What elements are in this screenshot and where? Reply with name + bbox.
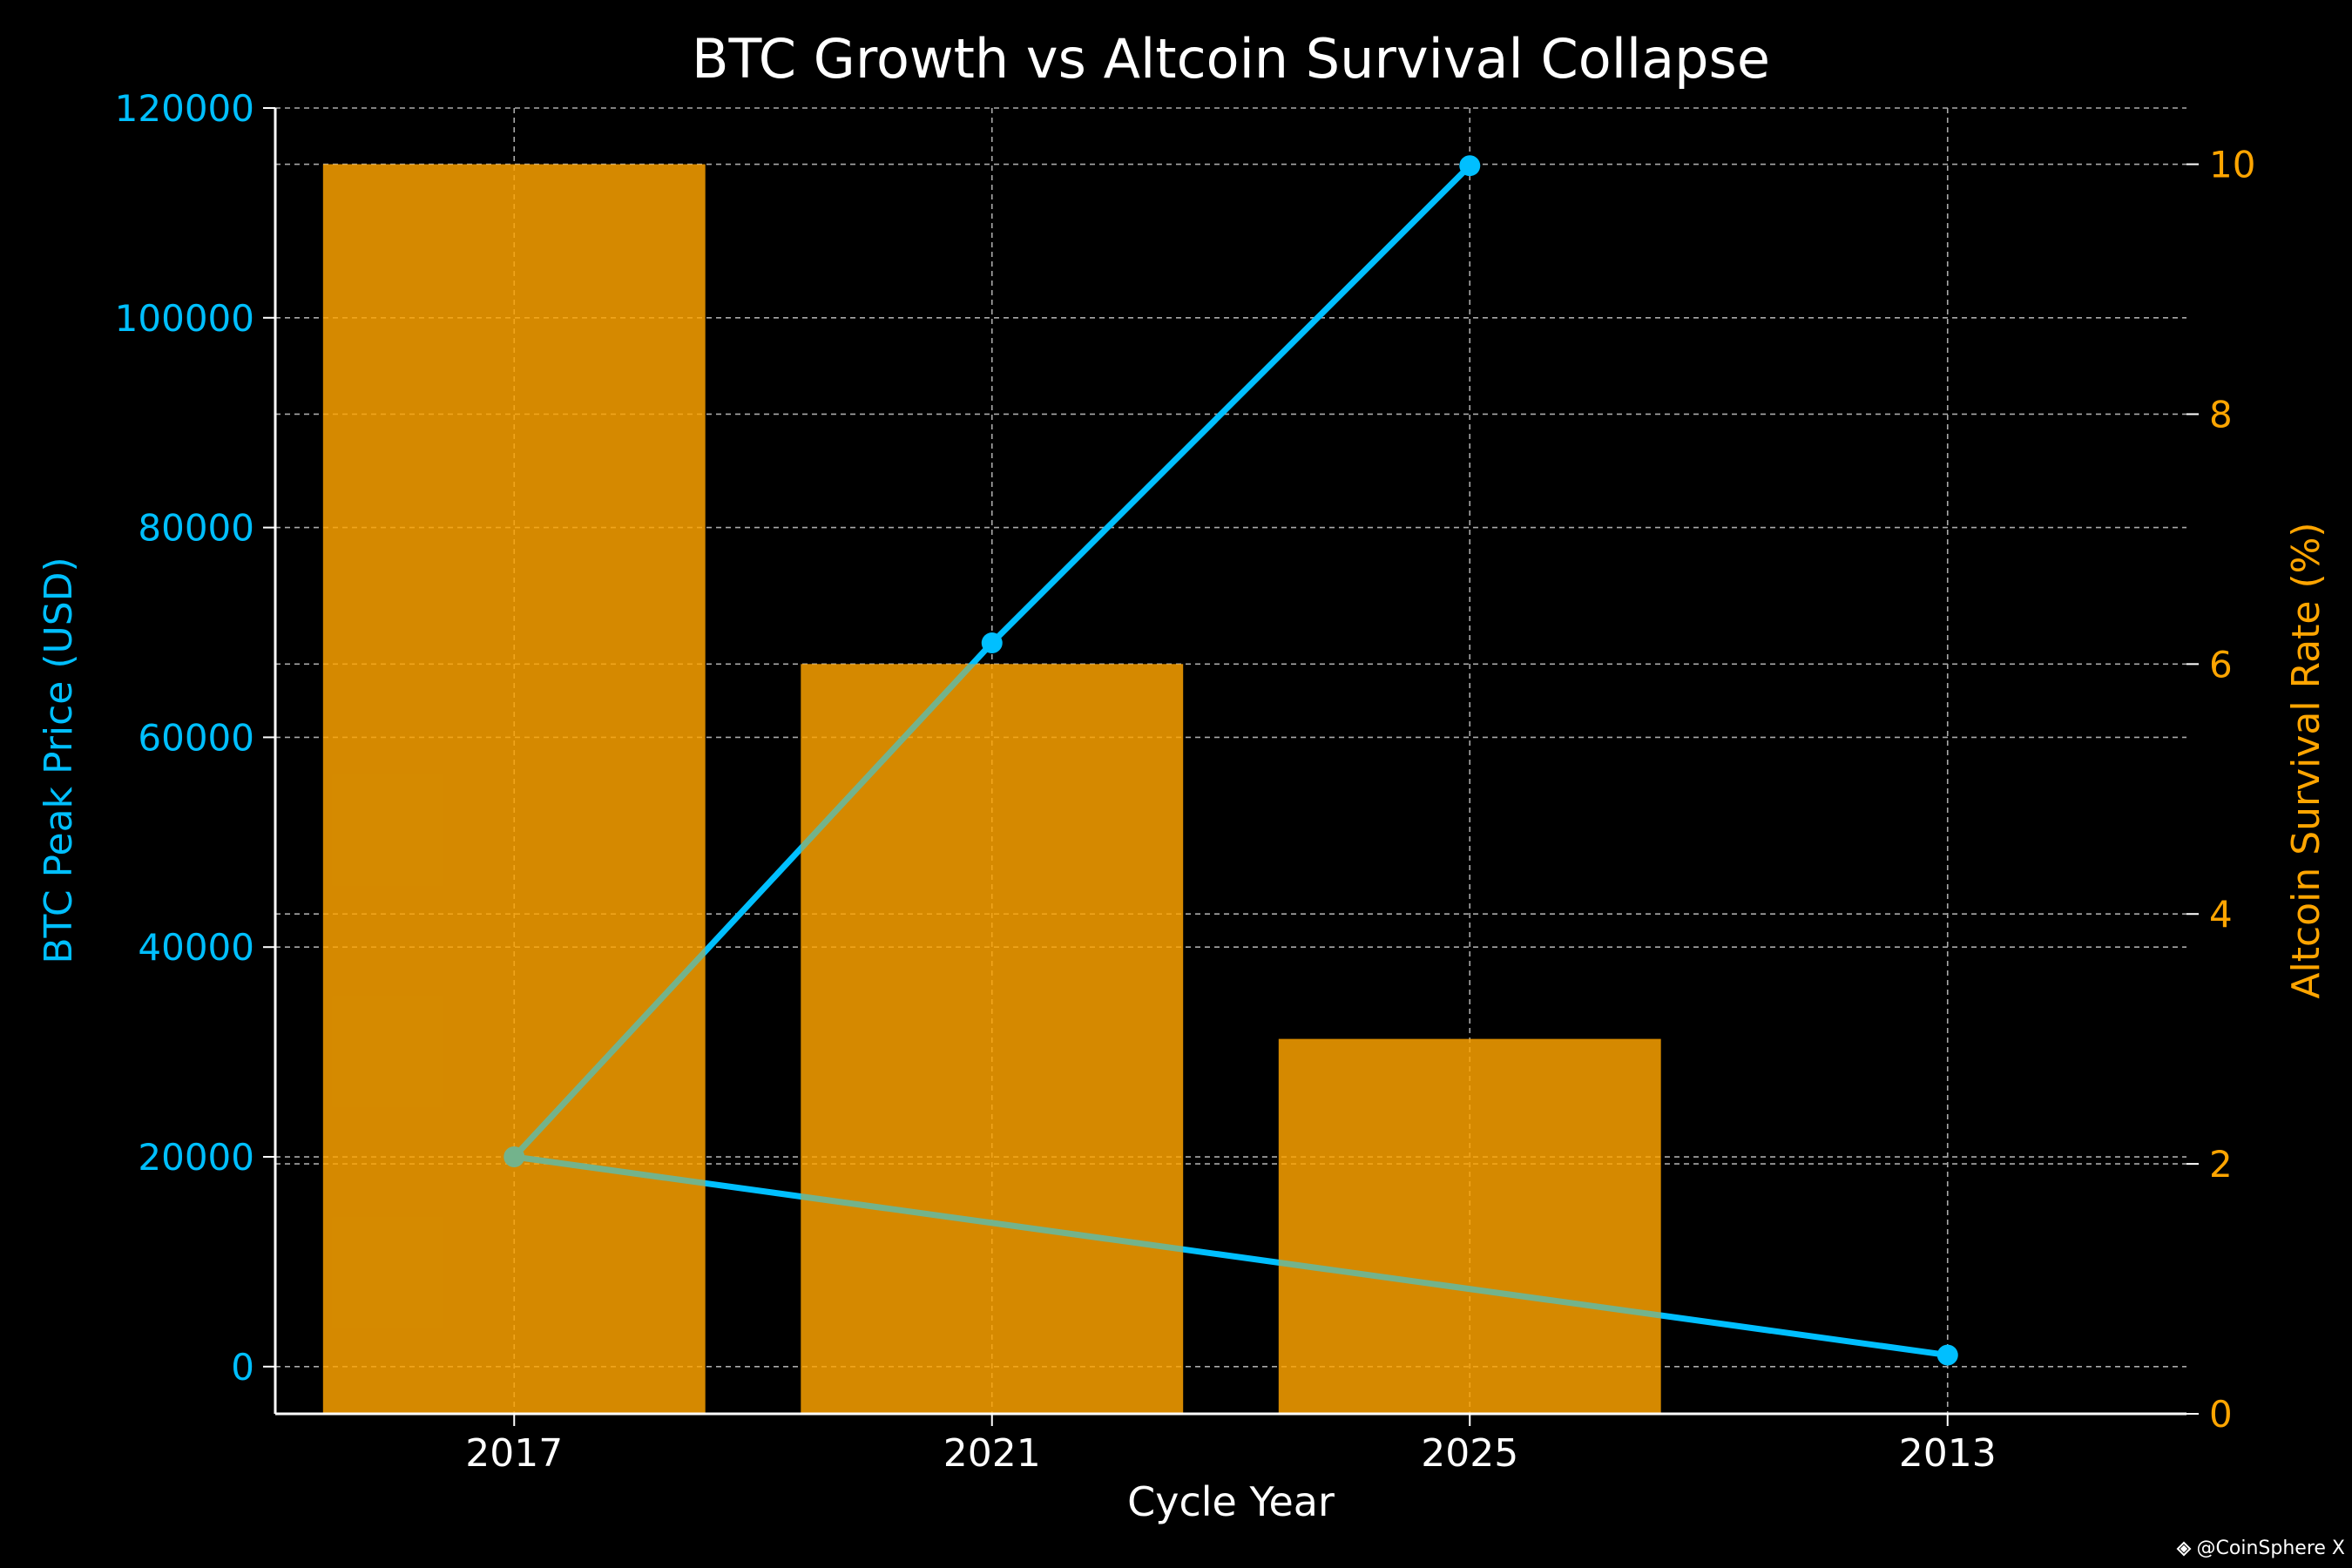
x-axis-label: Cycle Year (1127, 1478, 1335, 1525)
left-tick-label: 120000 (115, 87, 254, 130)
x-tick-label: 2013 (1899, 1431, 1997, 1476)
bar-2025 (1278, 1038, 1661, 1414)
left-tick-label: 80000 (138, 507, 254, 550)
bar-2017 (322, 164, 706, 1414)
left-tick-label: 20000 (138, 1136, 254, 1179)
watermark-text: @CoinSphere X (2196, 1538, 2345, 1559)
btc-point-2021 (981, 632, 1003, 654)
bars-group (322, 164, 1661, 1414)
binance-diamond-icon (2176, 1541, 2192, 1556)
right-axis-label: Altcoin Survival Rate (%) (2284, 522, 2328, 998)
btc-point-2025 (1459, 155, 1481, 177)
right-tick-label: 4 (2209, 893, 2233, 936)
watermark: @CoinSphere X (2174, 1538, 2345, 1559)
btc-line (510, 163, 1949, 1359)
right-tick-label: 8 (2209, 393, 2233, 436)
left-tick-label: 100000 (115, 297, 254, 340)
x-tick-label: 2021 (943, 1431, 1041, 1476)
x-tick-label: 2017 (465, 1431, 563, 1476)
chart-title: BTC Growth vs Altcoin Survival Collapse (692, 27, 1770, 91)
x-tick-label: 2025 (1421, 1431, 1518, 1476)
bar-2021 (801, 664, 1184, 1414)
right-tick-label: 6 (2209, 643, 2233, 686)
bar-overlay-2017 (322, 164, 706, 1414)
left-tick-label: 0 (231, 1346, 254, 1389)
left-axis-label: BTC Peak Price (USD) (37, 557, 81, 963)
right-tick-label: 0 (2209, 1393, 2233, 1436)
right-tick-label: 10 (2209, 144, 2255, 186)
left-tick-label: 40000 (138, 926, 254, 969)
bar-overlay-2025 (1278, 1038, 1661, 1414)
btc-point-2013 (1936, 1344, 1958, 1366)
left-tick-label: 60000 (138, 716, 254, 759)
axes-group: 0 20000 40000 60000 80000 100000 120000 0 2 4 6 8 10… (115, 87, 2256, 1476)
right-tick-label: 2 (2209, 1143, 2233, 1186)
btc-point-2017 (504, 1146, 525, 1168)
bar-overlay-2021 (801, 664, 1184, 1414)
btc-line-group (322, 155, 1958, 1414)
